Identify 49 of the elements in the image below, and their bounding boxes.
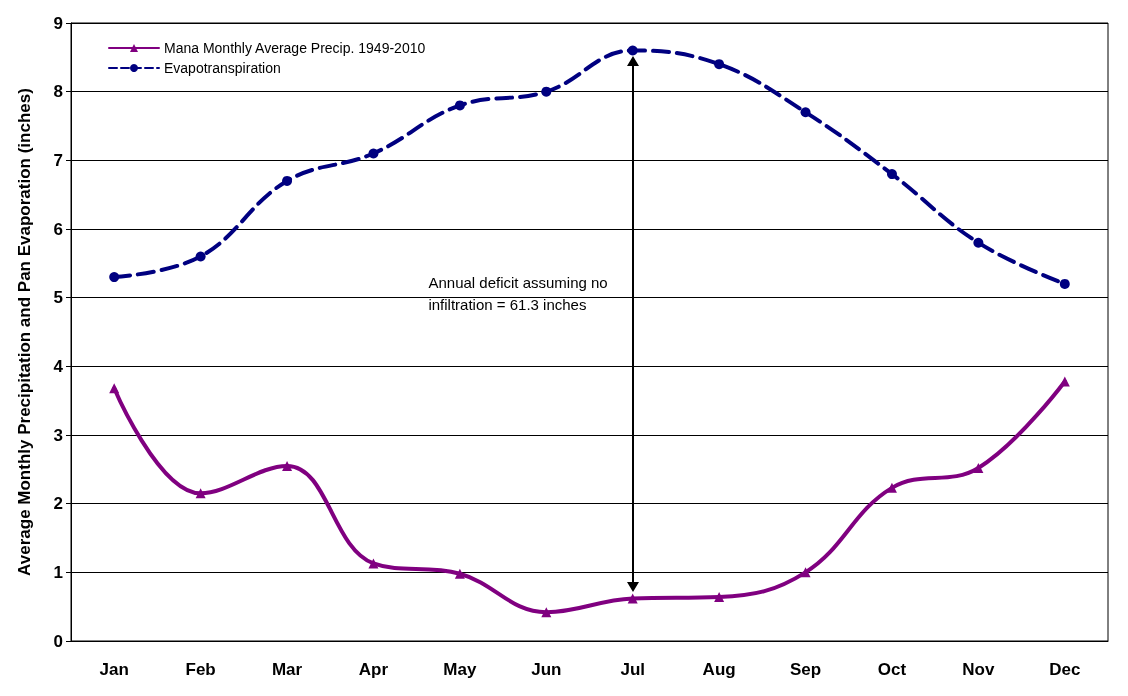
point: [886, 169, 897, 180]
point: [195, 488, 206, 499]
point: [195, 251, 206, 262]
point: [800, 107, 811, 118]
point: [368, 148, 379, 159]
x-tick-label: Aug: [702, 660, 736, 679]
x-tick-label: Apr: [358, 660, 389, 679]
y-tick-label: 9: [53, 13, 63, 33]
point: [973, 237, 984, 248]
y-tick-label: 1: [53, 562, 63, 582]
y-tick-label: 3: [53, 425, 63, 445]
point: [282, 460, 293, 471]
point: [627, 45, 638, 56]
legend-label: Mana Monthly Average Precip. 1949-2010: [164, 40, 426, 56]
y-tick-label: 7: [53, 150, 63, 170]
point: [541, 86, 552, 97]
y-axis-title: Average Monthly Precipitation and Pan Evaporation (inches): [15, 88, 34, 576]
point: [627, 593, 638, 604]
y-tick-label: 2: [53, 494, 63, 514]
x-tick-label: Jun: [531, 660, 562, 679]
annotation: Annual deficit assuming no infiltration = 61.3 inches: [428, 273, 608, 316]
point: [1059, 278, 1070, 289]
y-tick-label: 5: [53, 288, 63, 308]
point: [282, 175, 293, 186]
x-tick-label: Jul: [620, 660, 645, 679]
point: [454, 568, 465, 579]
y-tick-label: 4: [53, 356, 64, 376]
point: [800, 567, 811, 578]
x-tick-label: Mar: [271, 660, 303, 679]
x-tick-label: May: [443, 660, 477, 679]
x-tick-label: Dec: [1049, 660, 1081, 679]
y-tick-label: 8: [53, 82, 63, 102]
point: [541, 607, 552, 618]
y-tick-label: 6: [53, 219, 63, 239]
point: [454, 100, 465, 111]
point: [714, 59, 725, 70]
x-tick-label: Nov: [962, 660, 995, 679]
point: [109, 272, 120, 283]
legend-label: Evapotranspiration: [164, 60, 281, 76]
x-tick-label: Sep: [789, 660, 822, 679]
x-tick-label: Feb: [185, 660, 216, 679]
x-tick-label: Oct: [877, 660, 907, 679]
point: [886, 482, 897, 493]
point: [109, 383, 120, 394]
point: [368, 558, 379, 569]
x-tick-label: Jan: [99, 660, 129, 679]
y-tick-label: 0: [53, 631, 63, 651]
point: [714, 592, 725, 603]
point: [973, 462, 984, 473]
